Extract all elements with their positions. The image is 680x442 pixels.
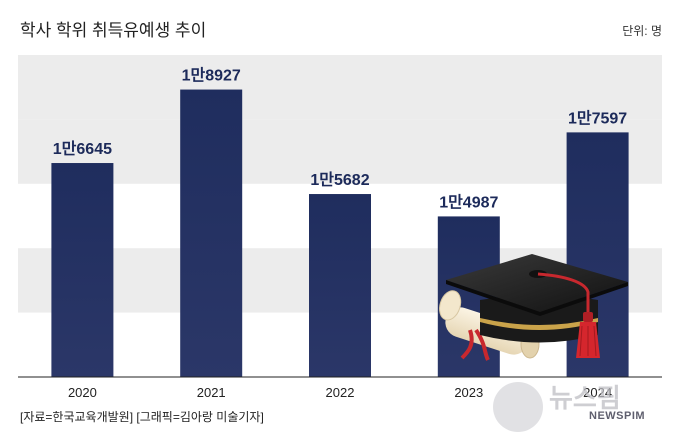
bar-2021 [180,89,243,377]
x-tick-2023: 2023 [454,385,483,400]
value-label-2024: 1만7597 [568,109,627,127]
watermark-sub: NEWSPIM [589,410,646,422]
chart-title: 학사 학위 취득유예생 추이 [20,21,207,40]
graduation-cap-icon [439,254,628,361]
value-label-2023: 1만4987 [439,193,498,211]
source-credit: [자료=한국교육개발원] [그래픽=김아랑 미술기자] [20,410,264,424]
value-label-2021: 1만8927 [182,67,241,85]
watermark-brand: 뉴스핌 [549,384,621,414]
newspim-watermark: 뉴스핌 NEWSPIM [493,374,673,438]
x-tick-2022: 2022 [326,385,355,400]
grid-band [18,55,662,120]
x-tick-2024: 2024 [583,385,612,400]
value-label-2022: 1만5682 [310,171,369,189]
newspim-logo-icon [493,382,543,432]
bar-2022 [309,194,371,377]
x-tick-2021: 2021 [197,385,226,400]
bar-2020 [51,163,114,377]
value-label-2020: 1만6645 [53,140,112,158]
x-tick-2020: 2020 [68,385,97,400]
unit-label: 단위: 명 [622,24,662,38]
grid-band [18,119,662,184]
